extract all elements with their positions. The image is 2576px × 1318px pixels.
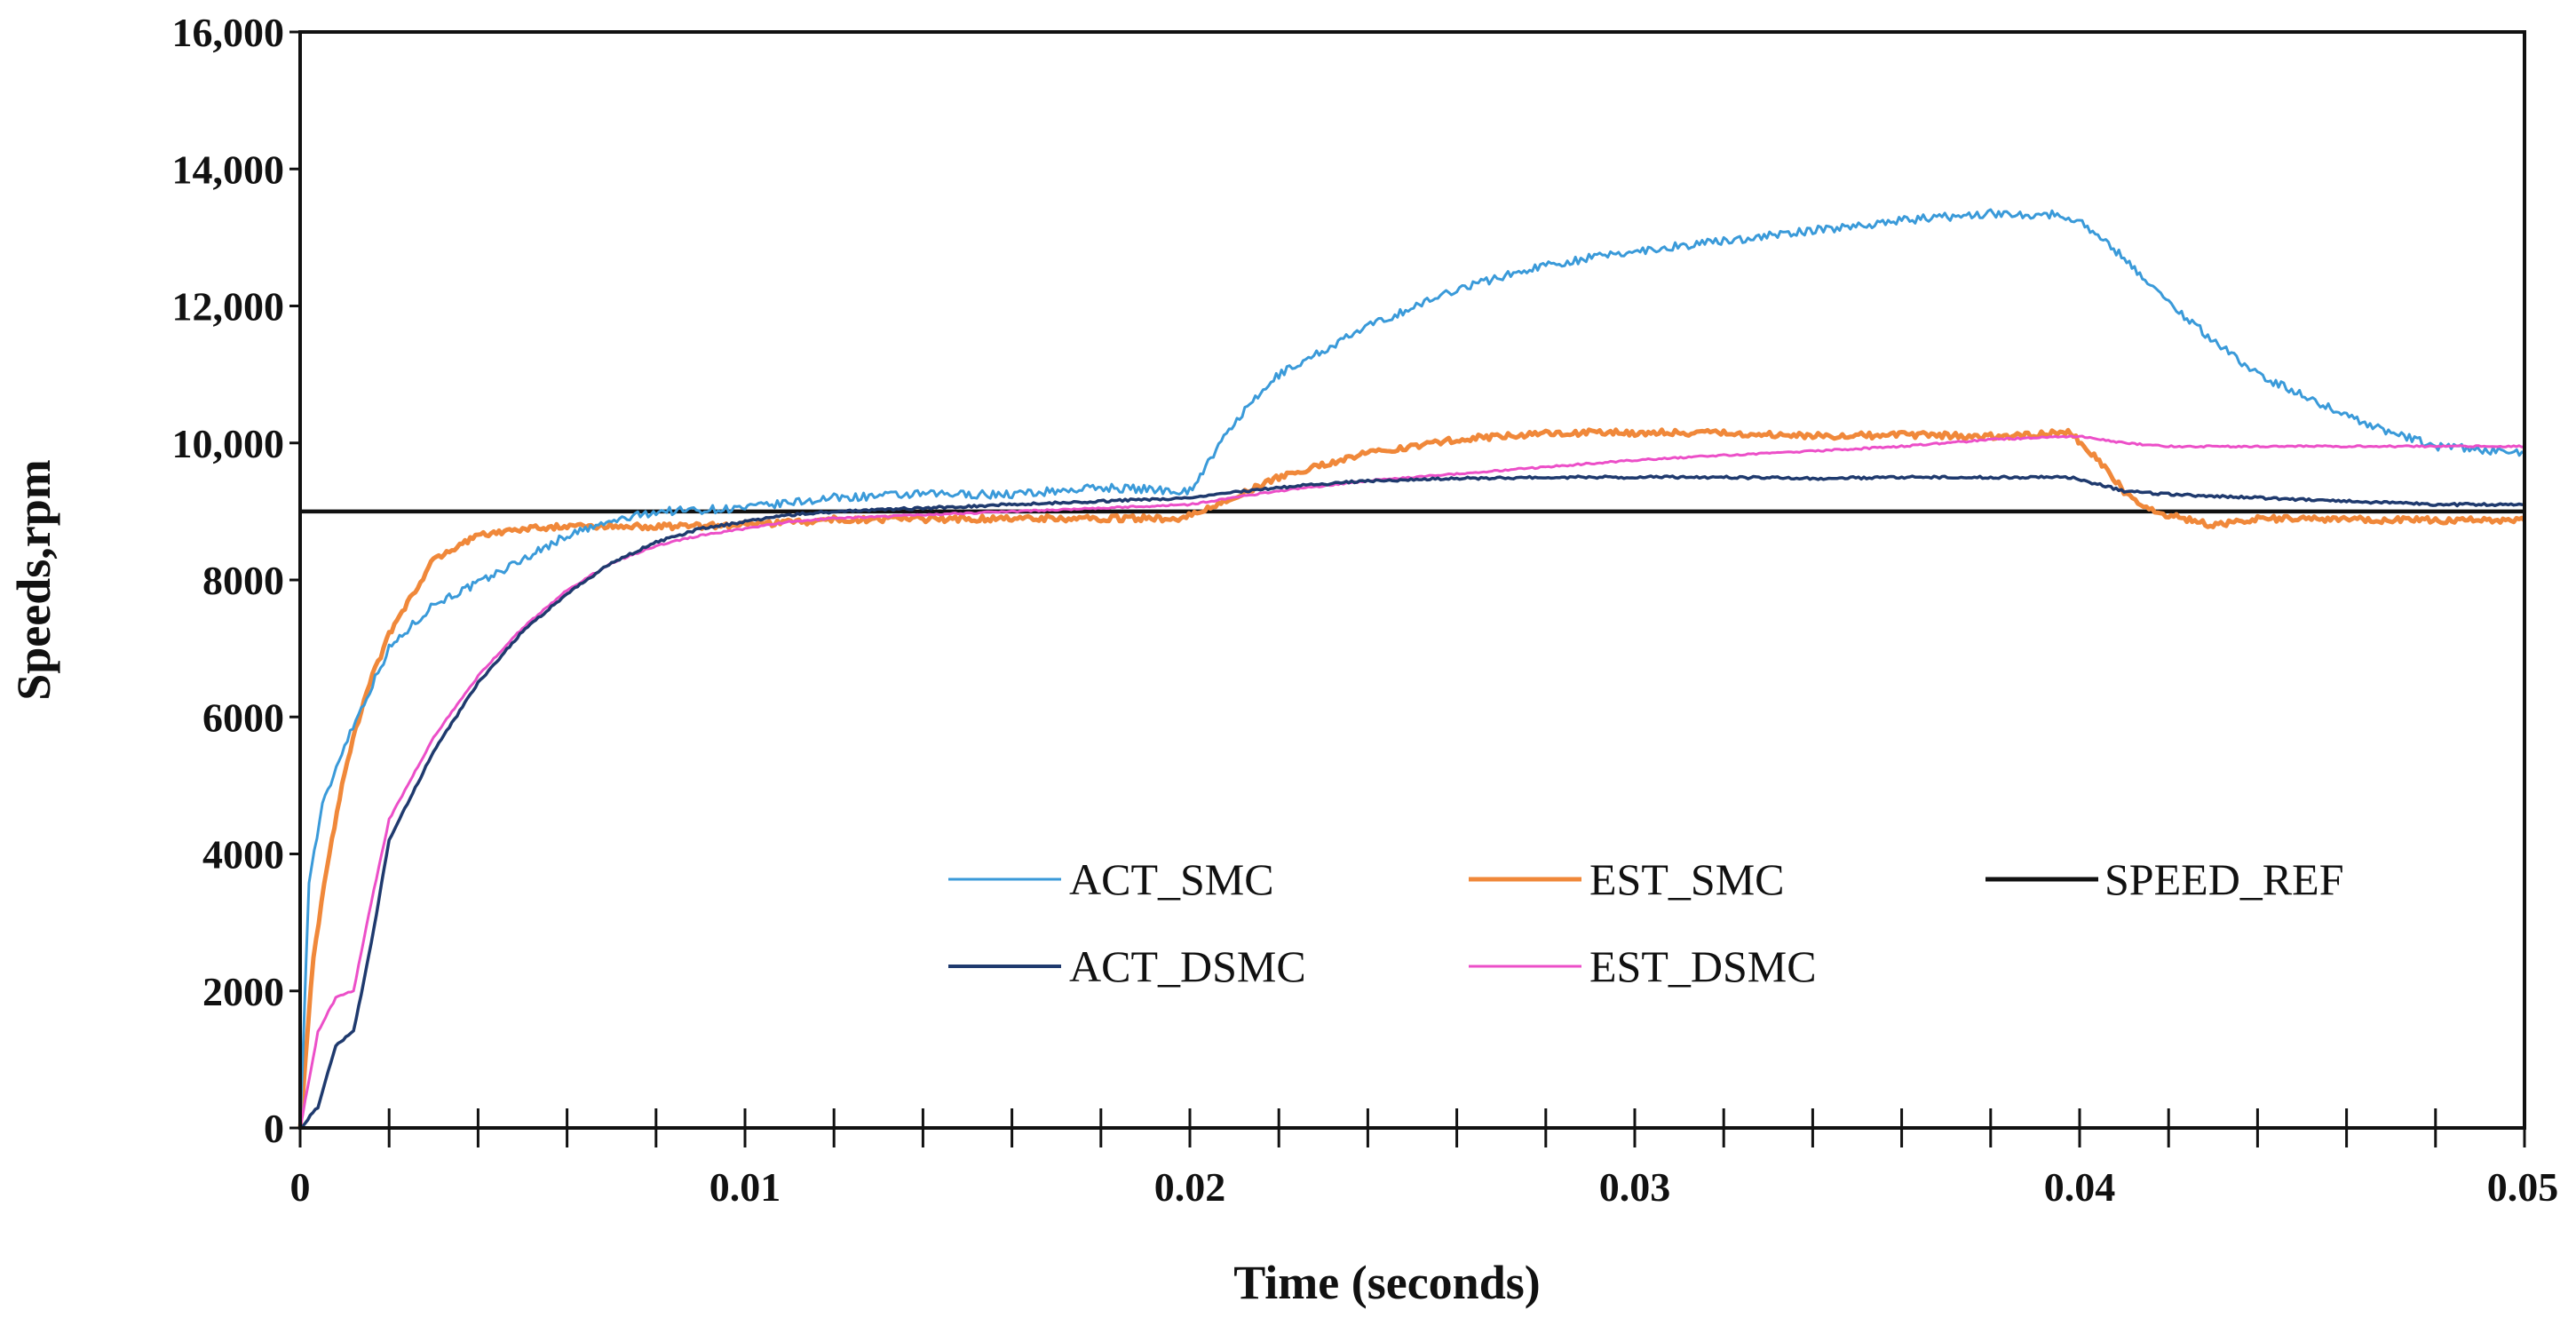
series-line-act-smc [298, 208, 2525, 1129]
legend-label-est-dsmc: EST_DSMC [1589, 941, 1817, 991]
legend-item-est-dsmc: EST_DSMC [1469, 941, 1817, 991]
x-tick-label: 0.05 [2487, 1164, 2559, 1210]
x-tick-label: 0.02 [1154, 1164, 1226, 1210]
y-tick-label: 6000 [202, 695, 284, 740]
legend-item-act-dsmc: ACT_DSMC [948, 941, 1306, 991]
y-tick-label: 16,000 [172, 10, 285, 55]
y-tick-label: 14,000 [172, 147, 285, 192]
series-line-act-dsmc [299, 474, 2525, 1130]
series-layer [297, 208, 2526, 1130]
y-tick-label: 10,000 [172, 421, 285, 466]
x-tick-label: 0.03 [1599, 1164, 1671, 1210]
y-axis: 0 2000 4000 6000 8000 10,000 12,000 14,000 16,00… [172, 10, 300, 1151]
legend-item-est-smc: EST_SMC [1469, 854, 1785, 904]
x-tick-label: 0.01 [709, 1164, 781, 1210]
legend: ACT_SMC EST_SMC SPEED_REF ACT_DSMC EST_D… [948, 854, 2344, 991]
legend-label-act-dsmc: ACT_DSMC [1069, 941, 1306, 991]
legend-label-act-smc: ACT_SMC [1069, 854, 1274, 904]
plot-area-frame [298, 30, 2526, 1130]
series-line-est-smc [297, 427, 2526, 1129]
x-axis-title: Time (seconds) [1233, 1256, 1541, 1309]
y-tick-label: 2000 [202, 969, 284, 1014]
series-line-est-dsmc [298, 434, 2525, 1129]
legend-label-est-smc: EST_SMC [1589, 854, 1785, 904]
legend-item-act-smc: ACT_SMC [948, 854, 1274, 904]
y-tick-label: 0 [264, 1106, 284, 1151]
y-tick-label: 8000 [202, 558, 284, 603]
y-tick-label: 12,000 [172, 284, 285, 330]
x-tick-label: 0 [290, 1164, 311, 1210]
legend-label-speed-ref: SPEED_REF [2104, 854, 2344, 904]
x-tick-label: 0.04 [2044, 1164, 2116, 1210]
legend-item-speed-ref: SPEED_REF [1986, 854, 2344, 904]
y-axis-title: Speeds,rpm [7, 459, 60, 701]
x-axis: 0 0.01 0.02 0.03 0.04 0.05 [290, 1108, 2559, 1210]
y-tick-label: 4000 [202, 832, 284, 877]
